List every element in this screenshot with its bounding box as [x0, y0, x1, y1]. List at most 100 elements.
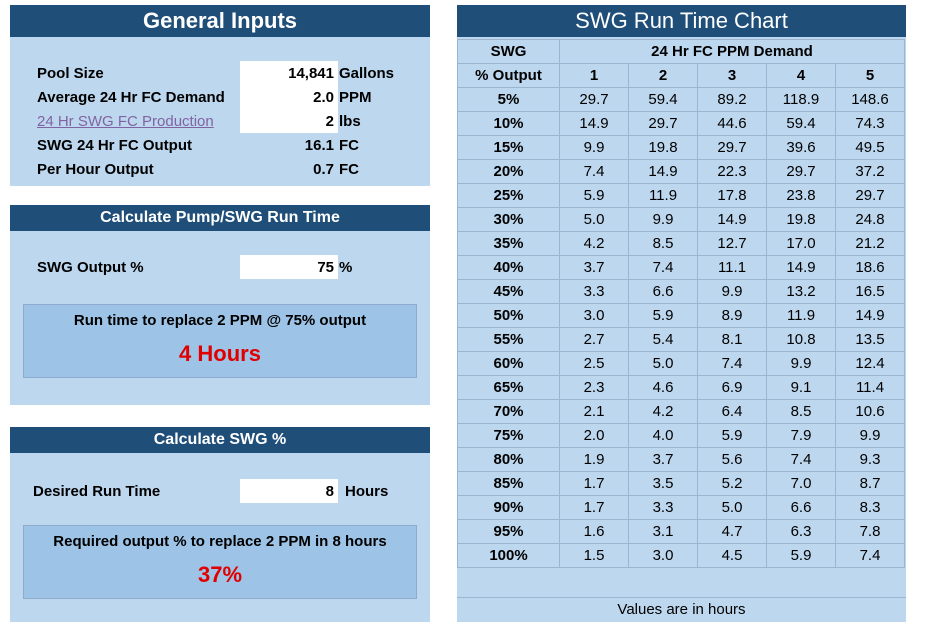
run-time-cell: 6.4 — [697, 399, 767, 424]
run-time-cell: 4.2 — [628, 399, 698, 424]
table-row: 5% 29.7 59.4 89.2 118.9 148.6 — [457, 87, 905, 112]
desired-run-time-unit: Hours — [345, 483, 389, 500]
desired-run-time-input[interactable] — [240, 479, 338, 503]
swg-pct-cell: 30% — [457, 207, 560, 232]
run-time-cell: 3.0 — [559, 303, 629, 328]
run-time-cell: 8.1 — [697, 327, 767, 352]
swg-pct-cell: 75% — [457, 423, 560, 448]
swg-col-header: SWG — [457, 39, 560, 64]
run-time-cell: 9.9 — [835, 423, 905, 448]
run-time-cell: 29.7 — [766, 159, 836, 184]
run-time-cell: 3.7 — [559, 255, 629, 280]
run-time-cell: 6.6 — [766, 495, 836, 520]
chart-footer: Values are in hours — [457, 597, 906, 622]
run-time-cell: 5.4 — [628, 327, 698, 352]
table-row: 30% 5.0 9.9 14.9 19.8 24.8 — [457, 207, 905, 232]
table-row: 15% 9.9 19.8 29.7 39.6 49.5 — [457, 135, 905, 160]
run-time-cell: 4.2 — [559, 231, 629, 256]
run-time-cell: 8.5 — [628, 231, 698, 256]
run-time-cell: 7.8 — [835, 519, 905, 544]
run-time-cell: 89.2 — [697, 87, 767, 112]
pool-size-input[interactable] — [240, 61, 338, 133]
run-time-cell: 29.7 — [835, 183, 905, 208]
run-time-result-text: Run time to replace 2 PPM @ 75% output — [73, 312, 367, 329]
run-time-cell: 29.7 — [697, 135, 767, 160]
run-time-cell: 12.4 — [835, 351, 905, 376]
run-time-cell: 6.6 — [628, 279, 698, 304]
run-time-cell: 1.7 — [559, 495, 629, 520]
run-time-cell: 2.3 — [559, 375, 629, 400]
run-time-cell: 5.9 — [697, 423, 767, 448]
run-time-cell: 8.9 — [697, 303, 767, 328]
swg-pct-cell: 10% — [457, 111, 560, 136]
run-time-cell: 7.9 — [766, 423, 836, 448]
swg-output-pct-unit: % — [339, 259, 353, 276]
run-time-cell: 29.7 — [559, 87, 629, 112]
swg-output-value: 16.1 — [304, 137, 334, 154]
run-time-cell: 7.4 — [628, 255, 698, 280]
run-time-cell: 6.3 — [766, 519, 836, 544]
run-time-cell: 10.8 — [766, 327, 836, 352]
fc-demand-unit: PPM — [339, 89, 372, 106]
swg-output-pct-input[interactable] — [240, 255, 338, 279]
swg-pct-cell: 45% — [457, 279, 560, 304]
run-time-cell: 9.3 — [835, 447, 905, 472]
table-row: 45% 3.3 6.6 9.9 13.2 16.5 — [457, 279, 905, 304]
run-time-cell: 7.0 — [766, 471, 836, 496]
run-time-cell: 3.1 — [628, 519, 698, 544]
table-row: 75% 2.0 4.0 5.9 7.9 9.9 — [457, 423, 905, 448]
run-time-cell: 29.7 — [628, 111, 698, 136]
swg-production-link[interactable]: 24 Hr SWG FC Production — [37, 113, 214, 130]
fc-demand-label: Average 24 Hr FC Demand — [37, 89, 225, 106]
run-time-cell: 3.3 — [559, 279, 629, 304]
swg-pct-cell: 65% — [457, 375, 560, 400]
run-time-cell: 4.6 — [628, 375, 698, 400]
run-time-cell: 5.0 — [697, 495, 767, 520]
demand-col-header: 4 — [766, 63, 836, 88]
desired-run-time-value: 8 — [325, 483, 334, 500]
swg-pct-cell: 5% — [457, 87, 560, 112]
table-row: 90% 1.7 3.3 5.0 6.6 8.3 — [457, 495, 905, 520]
run-time-cell: 5.6 — [697, 447, 767, 472]
run-time-cell: 21.2 — [835, 231, 905, 256]
per-hour-label: Per Hour Output — [37, 161, 154, 178]
run-time-cell: 7.4 — [697, 351, 767, 376]
output-col-header: % Output — [457, 63, 560, 88]
run-time-result-value: 4 Hours — [179, 341, 261, 366]
table-row: 85% 1.7 3.5 5.2 7.0 8.7 — [457, 471, 905, 496]
table-row: 20% 7.4 14.9 22.3 29.7 37.2 — [457, 159, 905, 184]
swg-pct-cell: 40% — [457, 255, 560, 280]
table-row: 10% 14.9 29.7 44.6 59.4 74.3 — [457, 111, 905, 136]
swg-pct-cell: 85% — [457, 471, 560, 496]
swg-pct-title: Calculate SWG % — [10, 427, 430, 453]
chart-title: SWG Run Time Chart — [457, 5, 906, 37]
table-row: 55% 2.7 5.4 8.1 10.8 13.5 — [457, 327, 905, 352]
run-time-panel: Calculate Pump/SWG Run Time SWG Output %… — [10, 205, 430, 405]
demand-col-header: 3 — [697, 63, 767, 88]
run-time-cell: 6.9 — [697, 375, 767, 400]
general-inputs-title: General Inputs — [10, 5, 430, 37]
run-time-cell: 11.1 — [697, 255, 767, 280]
swg-pct-cell: 95% — [457, 519, 560, 544]
swg-pct-cell: 100% — [457, 543, 560, 568]
run-time-cell: 148.6 — [835, 87, 905, 112]
run-time-cell: 7.4 — [835, 543, 905, 568]
run-time-cell: 9.9 — [697, 279, 767, 304]
run-time-cell: 14.9 — [766, 255, 836, 280]
run-time-cell: 59.4 — [766, 111, 836, 136]
run-time-cell: 18.6 — [835, 255, 905, 280]
run-time-cell: 4.0 — [628, 423, 698, 448]
pool-size-label: Pool Size — [37, 65, 104, 82]
table-row: 65% 2.3 4.6 6.9 9.1 11.4 — [457, 375, 905, 400]
run-time-cell: 19.8 — [628, 135, 698, 160]
run-time-cell: 49.5 — [835, 135, 905, 160]
table-row: 50% 3.0 5.9 8.9 11.9 14.9 — [457, 303, 905, 328]
swg-pct-cell: 80% — [457, 447, 560, 472]
swg-pct-cell: 25% — [457, 183, 560, 208]
table-row: 40% 3.7 7.4 11.1 14.9 18.6 — [457, 255, 905, 280]
run-time-cell: 1.6 — [559, 519, 629, 544]
swg-pct-cell: 15% — [457, 135, 560, 160]
run-time-cell: 11.9 — [628, 183, 698, 208]
run-time-cell: 118.9 — [766, 87, 836, 112]
run-time-cell: 11.9 — [766, 303, 836, 328]
